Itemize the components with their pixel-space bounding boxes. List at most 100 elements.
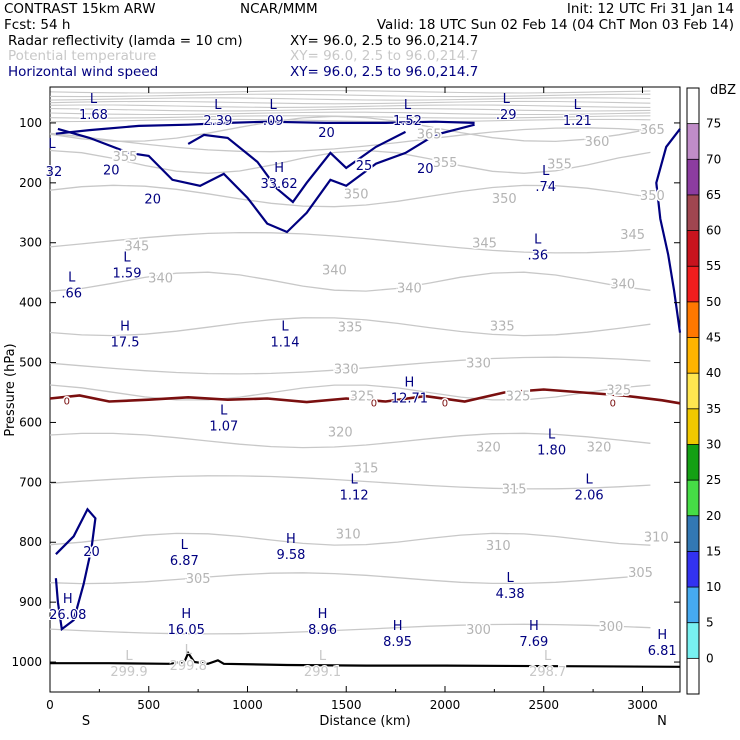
theta-label: 340 — [148, 271, 173, 286]
theta-contour-335 — [49, 317, 651, 337]
field-label-reflectivity: Radar reflectivity (lamda = 10 cm) — [8, 33, 243, 49]
source-label: NCAR/MMM — [240, 1, 318, 17]
colorbar-swatch — [687, 123, 699, 160]
theta-contour-315 — [49, 475, 651, 490]
extremum-value: 299.1 — [304, 665, 341, 680]
zero-wind-line — [49, 388, 681, 405]
north-label: N — [657, 714, 667, 729]
theta-label: 300 — [598, 620, 623, 635]
theta-label: 315 — [502, 482, 527, 497]
theta-contour-360 — [49, 127, 651, 153]
field-coords-reflectivity: XY= 96.0, 2.5 to 96.0,214.7 — [290, 33, 478, 49]
theta-label: 350 — [492, 192, 517, 207]
wind-label: 20 — [144, 192, 161, 207]
colorbar-swatch — [687, 515, 699, 552]
low-marker: L — [220, 403, 228, 418]
field-label-wind: Horizontal wind speed — [8, 64, 158, 80]
colorbar-swatch — [687, 373, 699, 409]
theta-contour-strat — [49, 118, 651, 123]
wind-contour-25-upper — [187, 130, 406, 204]
theta-contour-strat — [49, 104, 651, 108]
colorbar-label: 60 — [706, 224, 721, 238]
extremum-value: .74 — [535, 180, 556, 195]
theta-contour-320 — [49, 432, 651, 449]
y-tick-label: 800 — [19, 535, 42, 549]
theta-label: 340 — [610, 277, 635, 292]
colorbar-label: 15 — [706, 544, 721, 558]
theta-label: 360 — [585, 135, 610, 150]
theta-contour-305 — [49, 572, 651, 585]
extremum-value: 16.05 — [168, 623, 205, 638]
low-marker: L — [270, 98, 278, 113]
theta-label: 330 — [334, 363, 359, 378]
x-tick-label: 2500 — [528, 698, 559, 712]
colorbar-label: 35 — [706, 402, 721, 416]
theta-label: 325 — [350, 389, 375, 404]
extremum-value: 8.95 — [383, 635, 412, 650]
low-marker: L — [281, 320, 289, 335]
extremum-value: 1.07 — [209, 419, 238, 434]
extremum-value: 1.68 — [79, 108, 108, 123]
theta-label: 305 — [628, 566, 653, 581]
theta-contour-330 — [49, 356, 651, 375]
theta-contour-strat — [49, 93, 651, 98]
y-tick-label: 900 — [19, 595, 42, 609]
theta-label: 340 — [322, 264, 347, 279]
wind-label: 0 — [64, 397, 70, 408]
theta-label: 350 — [344, 188, 369, 203]
field-coords-theta: XY= 96.0, 2.5 to 96.0,214.7 — [290, 48, 478, 64]
extremum-value: .66 — [61, 286, 82, 301]
colorbar-label: 25 — [706, 473, 721, 487]
theta-label: 355 — [113, 150, 138, 165]
extremum-value: .29 — [496, 108, 517, 123]
extremum-value: .09 — [263, 114, 284, 129]
colorbar-label: 55 — [706, 259, 721, 273]
extremum-value: 1.52 — [393, 114, 422, 129]
theta-label: 365 — [417, 128, 442, 143]
low-marker: L — [542, 164, 550, 179]
theta-label: 315 — [354, 461, 379, 476]
extremum-value: 8.96 — [308, 623, 337, 638]
colorbar-swatch — [687, 444, 699, 481]
high-marker: H — [181, 607, 191, 622]
wind-contour-20-lower — [54, 507, 97, 632]
extremum-value: 1.21 — [563, 114, 592, 129]
theta-contour-strat — [49, 100, 651, 105]
high-marker: H — [274, 161, 284, 176]
wind-contour-core-upper — [55, 120, 475, 135]
x-axis-label: Distance (km) — [319, 714, 410, 729]
extremum-value: 2.39 — [203, 114, 232, 129]
high-marker: H — [529, 619, 539, 634]
high-marker: H — [63, 592, 73, 607]
colorbar-swatch — [687, 408, 699, 445]
wind-contour-20-upper — [57, 123, 475, 234]
y-tick-label: 700 — [19, 475, 42, 489]
theta-label: 335 — [338, 321, 363, 336]
theta-label: 305 — [186, 572, 211, 587]
theta-label: 330 — [466, 357, 491, 372]
colorbar-frame — [686, 87, 700, 695]
colorbar-unit: dBZ — [710, 83, 736, 98]
wind-contours — [49, 120, 682, 668]
extremum-value: 6.81 — [648, 644, 677, 659]
axes: 0 500 1000 1500 2000 2500 30001002003004005006… — [11, 87, 680, 712]
wind-contour-right — [655, 128, 682, 333]
low-marker: L — [319, 649, 327, 664]
theta-label: 350 — [640, 189, 665, 204]
wind-label: 0 — [610, 398, 616, 409]
theta-contour-355 — [49, 149, 651, 174]
theta-contour-345 — [49, 231, 651, 254]
extremum-value: 9.58 — [276, 548, 305, 563]
extremum-value: 32 — [46, 165, 63, 180]
low-marker: L — [548, 427, 556, 442]
extremum-value: 299.8 — [170, 659, 207, 674]
low-marker: L — [48, 137, 56, 152]
colorbar-label: 50 — [706, 295, 721, 309]
wind-label: 20 — [318, 126, 335, 141]
theta-contour-strat — [49, 115, 651, 119]
low-marker: L — [185, 643, 193, 658]
theta-label: 320 — [476, 440, 501, 455]
y-tick-label: 400 — [19, 296, 42, 310]
extremum-value: 12.71 — [391, 391, 428, 406]
theta-contour-strat — [49, 108, 651, 112]
